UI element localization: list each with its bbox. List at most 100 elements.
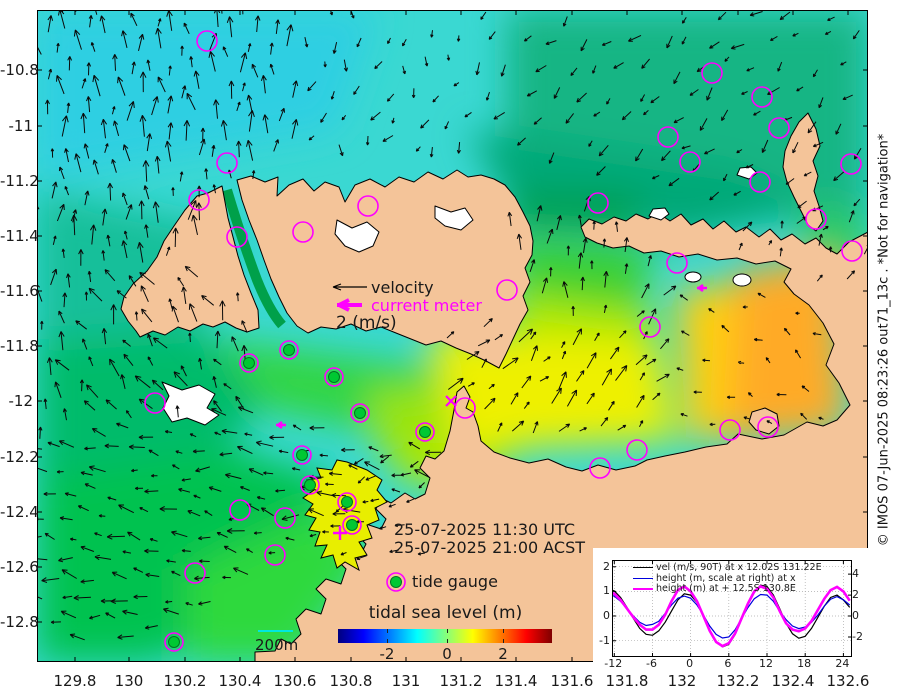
current-meter-marker (264, 544, 286, 566)
tide-gauge-marker (415, 422, 435, 442)
y-tick-label: -11.2 (0, 172, 39, 190)
y-tick-label: -10.8 (0, 61, 39, 79)
tide-gauge-marker (324, 367, 344, 387)
x-tick-label: 132 (667, 672, 697, 690)
measured-current-vector (276, 420, 286, 430)
x-tick-label: 131.6 (550, 672, 594, 690)
current-meter-marker (840, 153, 862, 175)
colorbar-tick (503, 629, 504, 633)
tide-gauge-marker (342, 515, 362, 535)
current-meter-legend-label: current meter (371, 296, 482, 315)
current-meter-marker (701, 62, 723, 84)
current-meter-marker (757, 416, 779, 438)
x-tick-label: 129.8 (53, 672, 97, 690)
legend-line-sample (633, 577, 653, 579)
inset-right-tick-label: 0 (852, 609, 859, 623)
scalebar-line (258, 630, 293, 632)
x-tick-label: 130.2 (163, 672, 207, 690)
current-meter-marker (216, 152, 238, 174)
x-tick-label: 131.8 (605, 672, 649, 690)
tide-gauge-marker (164, 632, 184, 652)
tide-gauge-legend-label: tide gauge (412, 572, 498, 591)
inset-plot-canvas (613, 561, 851, 656)
x-tick-label: 131.2 (439, 672, 483, 690)
colorbar-tick-label: 2 (498, 645, 508, 663)
x-site-marker (445, 395, 457, 407)
y-tick-label: -11.8 (0, 337, 39, 355)
colorbar (338, 629, 552, 643)
intertidal-flats (161, 166, 758, 426)
inset-x-tick-label: 18 (797, 657, 812, 670)
legend-line-sample (633, 567, 653, 568)
current-meter-marker (496, 279, 518, 301)
legend-entry-label: height (m) at + 12.5S 130.8E (656, 583, 796, 594)
current-meter-marker (454, 397, 476, 419)
current-meter-arrow-sample (337, 298, 362, 312)
velocity-arrow-field (37, 10, 868, 641)
current-meter-marker (226, 226, 248, 248)
y-tick-label: -11.6 (0, 282, 39, 300)
plus-site-marker (333, 526, 347, 540)
colorbar-tick (387, 629, 388, 633)
tide-gauge-marker (279, 340, 299, 360)
colorbar-title: tidal sea level (m) (368, 603, 523, 623)
tide-gauge-marker (300, 475, 320, 495)
inset-legend-entry: height (m, scale at right) at x (633, 573, 796, 584)
inset-right-tick-label: 2 (852, 588, 859, 602)
legend-entry-label: height (m, scale at right) at x (656, 572, 796, 584)
inset-right-tick-label: -2 (852, 630, 863, 643)
legend-entry-label: vel (m/s, 90T) at x 12.02S 131.22E (656, 562, 822, 573)
bathurst-island (120, 185, 260, 338)
current-meter-marker (749, 171, 771, 193)
inset-right-tick-label: 4 (852, 567, 859, 581)
y-tick-label: -12 (8, 392, 34, 410)
inset-left-tick-label: 0 (603, 609, 610, 623)
colorbar-tick (447, 639, 448, 643)
current-meter-marker (184, 562, 206, 584)
current-meter-marker (719, 419, 741, 441)
x-tick-label: 130.8 (329, 672, 373, 690)
inset-legend-entry: height (m) at + 12.5S 130.8E (633, 583, 796, 594)
apsley-strait (222, 188, 286, 329)
inset-x-tick-label: -6 (645, 657, 657, 670)
map-legend-arrows (332, 283, 367, 312)
map-frame (37, 10, 868, 662)
tide-gauge-legend-icon (386, 572, 406, 592)
x-tick-label: 130.6 (273, 672, 317, 690)
velocity-scale-label: 2 (m/s) (336, 313, 397, 333)
inset-left-tick-label: 2 (603, 559, 610, 573)
inset-left-tick-label: 1 (603, 584, 610, 598)
current-meter-marker (229, 499, 251, 521)
inset-legend-entry: vel (m/s, 90T) at x 12.02S 131.22E (633, 562, 822, 573)
current-meter-marker (639, 316, 661, 338)
legend-line-sample (633, 587, 653, 590)
inset-series (613, 584, 851, 648)
current-meter-marker (357, 195, 379, 217)
gulf-island (748, 407, 780, 435)
colorbar-tick-label: 0 (442, 645, 452, 663)
current-meter-marker (589, 457, 611, 479)
tide-gauge-marker (350, 403, 370, 423)
inset-plot-box: vel (m/s, 90T) at x 12.02S 131.22E height… (612, 560, 852, 657)
tide-timeseries-inset: vel (m/s, 90T) at x 12.02S 131.22E height… (593, 548, 868, 670)
timestamp-utc: 25-07-2025 11:30 UTC (394, 520, 575, 539)
current-meter-marker (841, 240, 863, 262)
current-meter-marker (274, 507, 296, 529)
y-tick-label: -11 (8, 117, 34, 135)
inset-x-tick-label: -12 (604, 657, 623, 670)
y-tick-label: -11.4 (0, 227, 39, 245)
current-meter-marker (587, 192, 609, 214)
x-tick-label: 130 (114, 672, 144, 690)
y-tick-label: -12.4 (0, 503, 39, 521)
timestamp-acst: 25-07-2025 21:00 ACST (394, 538, 586, 557)
x-tick-label: 130.4 (218, 672, 262, 690)
current-meter-marker (292, 221, 314, 243)
current-meter-marker (657, 126, 679, 148)
x-tick-label: 131 (391, 672, 421, 690)
colorbar-tick (447, 629, 448, 633)
measured-current-vector (697, 283, 707, 293)
y-tick-label: -12.2 (0, 448, 39, 466)
colorbar-tick-label: -2 (379, 645, 395, 663)
scalebar-label: 200m (255, 636, 299, 654)
